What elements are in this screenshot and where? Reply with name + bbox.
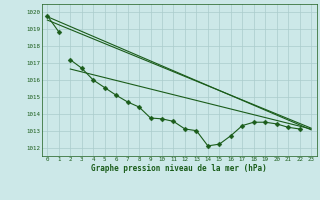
X-axis label: Graphe pression niveau de la mer (hPa): Graphe pression niveau de la mer (hPa) [91,164,267,173]
